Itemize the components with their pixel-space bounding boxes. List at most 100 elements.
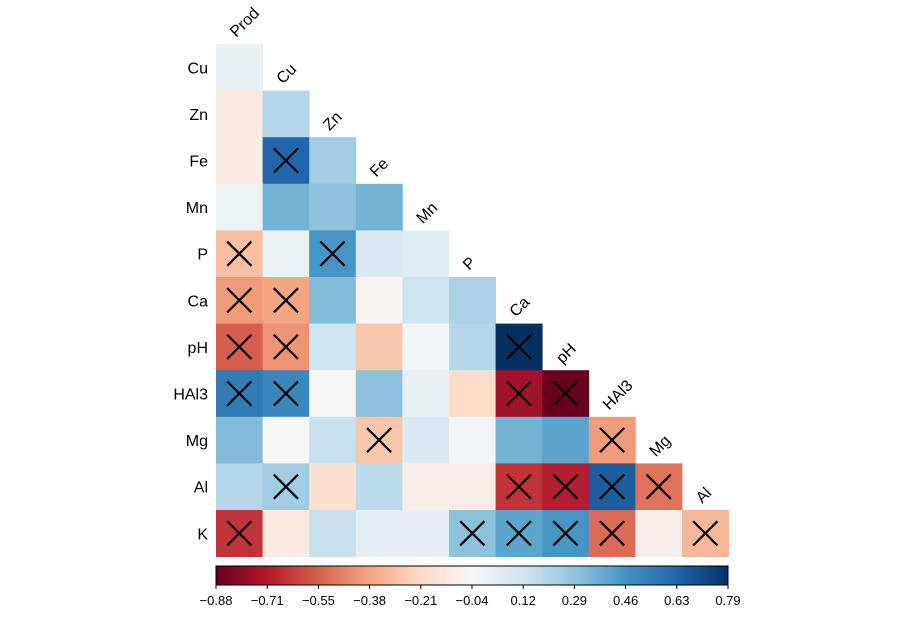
row-label-HAl3: HAl3 — [173, 387, 208, 404]
cross-mark-HAl3-pH — [552, 380, 579, 407]
heatmap-cell-HAl3-Zn — [309, 370, 357, 418]
colorbar-tick-label: 0.63 — [664, 593, 689, 608]
column-label-Cu: Cu — [274, 61, 300, 87]
column-label-Mn: Mn — [414, 199, 442, 227]
heatmap-cell-Mg-Mn — [402, 416, 450, 464]
colorbar-tick-label: −0.55 — [302, 593, 335, 608]
cross-mark-Al-Cu — [273, 473, 299, 500]
heatmap-cell-Mg-Zn — [309, 416, 357, 464]
heatmap-cell-K-Fe — [355, 510, 403, 557]
cross-mark-Al-Ca — [506, 473, 532, 500]
row-label-Mg: Mg — [186, 433, 208, 450]
cross-mark-Mg-Fe — [366, 427, 392, 453]
row-label-Fe: Fe — [189, 154, 208, 171]
heatmap-cell-Al-Fe — [355, 463, 403, 511]
colorbar-gradient — [215, 565, 729, 586]
colorbar-tick-label: 0.79 — [715, 593, 740, 608]
heatmap-cell-Mn-Prod — [216, 183, 263, 231]
heatmap-cell-pH-P — [449, 323, 496, 371]
colorbar: −0.88 −0.71 −0.55 −0.38 −0.21 −0.04 0.12 0.29 0.… — [200, 565, 741, 608]
column-label-Mg: Mg — [647, 432, 675, 460]
row-label-Cu: Cu — [188, 60, 208, 77]
colorbar-tick-label: −0.04 — [456, 593, 489, 608]
heatmap-cell-Mn-Zn — [309, 183, 357, 231]
heatmap-cell-Mn-Cu — [262, 183, 310, 231]
heatmap-cell-P-Fe — [355, 230, 403, 278]
cross-mark-Fe-Cu — [273, 147, 299, 174]
cross-mark-HAl3-Cu — [273, 380, 299, 407]
colorbar-tick-label: 0.46 — [613, 593, 638, 608]
heatmap-cell-Al-Prod — [216, 463, 263, 511]
row-label-Zn: Zn — [189, 107, 208, 124]
column-label-Fe: Fe — [367, 155, 392, 180]
colorbar-tick-label: 0.12 — [511, 593, 536, 608]
significance-marks — [226, 147, 719, 547]
cross-mark-K-Prod — [226, 520, 253, 547]
heatmap-cell-Ca-Zn — [309, 277, 357, 324]
heatmap-cell-K-Mn — [402, 510, 450, 557]
cross-mark-K-pH — [552, 520, 579, 547]
heatmap-cell-Mg-Ca — [495, 416, 543, 464]
heatmap-cell-Fe-Zn — [309, 137, 357, 185]
row-label-K: K — [197, 526, 208, 543]
cross-mark-Al-HAl3 — [599, 473, 625, 500]
cross-mark-Ca-Prod — [226, 287, 253, 314]
cross-mark-pH-Prod — [226, 334, 253, 360]
cross-mark-pH-Cu — [273, 334, 299, 360]
cross-mark-P-Prod — [226, 240, 253, 267]
colorbar-ticks: −0.88 −0.71 −0.55 −0.38 −0.21 −0.04 0.12 0.29 0.… — [200, 585, 741, 608]
heatmap-cell-Al-Mn — [402, 463, 450, 511]
heatmap-cell-Mg-pH — [542, 416, 590, 464]
heatmap-cell-HAl3-P — [449, 370, 496, 418]
colorbar-tick-label: −0.88 — [200, 593, 233, 608]
colorbar-tick-label: −0.21 — [404, 593, 437, 608]
heatmap-cell-HAl3-Mn — [402, 370, 450, 418]
heatmap-cell-Zn-Cu — [262, 90, 310, 138]
cross-mark-Mg-HAl3 — [599, 427, 625, 453]
row-label-pH: pH — [188, 340, 208, 357]
heatmap-cell-Mg-Prod — [216, 416, 263, 464]
heatmap-cell-Zn-Prod — [216, 90, 263, 138]
heatmap-cell-Al-Zn — [309, 463, 357, 511]
heatmap-cell-K-Mg — [635, 510, 683, 557]
cross-mark-Ca-Cu — [273, 287, 299, 314]
heatmap-cell-HAl3-Fe — [355, 370, 403, 418]
cross-mark-pH-Ca — [506, 334, 532, 360]
column-label-P: P — [460, 254, 480, 274]
column-label-HAl3: HAl3 — [600, 377, 637, 414]
row-label-Ca: Ca — [188, 293, 209, 310]
heatmap-cell-Mg-Cu — [262, 416, 310, 464]
column-label-Ca: Ca — [507, 294, 534, 321]
heatmap-cell-P-Cu — [262, 230, 310, 278]
heatmap-cell-Al-P — [449, 463, 496, 511]
cross-mark-K-P — [459, 520, 486, 547]
heatmap-cell-K-Zn — [309, 510, 357, 557]
heatmap-cell-K-Cu — [262, 510, 310, 557]
colorbar-tick-label: −0.38 — [353, 593, 386, 608]
colorbar-tick-label: −0.71 — [251, 593, 284, 608]
cross-mark-HAl3-Prod — [226, 380, 253, 407]
column-label-pH: pH — [553, 341, 579, 367]
row-labels: Cu Zn Fe Mn P Ca pH HAl3 Mg Al K — [173, 60, 208, 543]
heatmap-cell-pH-Fe — [355, 323, 403, 371]
heatmap-cell-Ca-P — [449, 277, 496, 324]
colorbar-tick-label: 0.29 — [562, 593, 587, 608]
heatmap-cell-Ca-Mn — [402, 277, 450, 324]
heatmap-cell-pH-Zn — [309, 323, 357, 371]
heatmap-cell-pH-Mn — [402, 323, 450, 371]
column-label-Zn: Zn — [320, 109, 345, 134]
cross-mark-K-Ca — [506, 520, 532, 547]
heatmap-cell-Mg-P — [449, 416, 496, 464]
column-label-Prod: Prod — [227, 5, 263, 41]
cross-mark-HAl3-Ca — [506, 380, 532, 407]
row-label-Mn: Mn — [186, 200, 208, 217]
cross-mark-K-Al — [692, 520, 719, 547]
cross-mark-Al-Mg — [645, 473, 672, 500]
row-label-P: P — [197, 247, 208, 264]
heatmap-cell-Cu-Prod — [216, 44, 263, 91]
cross-mark-P-Zn — [319, 240, 346, 267]
column-label-Al: Al — [693, 485, 715, 507]
cross-mark-K-HAl3 — [599, 520, 625, 547]
heatmap-cell-Mn-Fe — [355, 183, 403, 231]
